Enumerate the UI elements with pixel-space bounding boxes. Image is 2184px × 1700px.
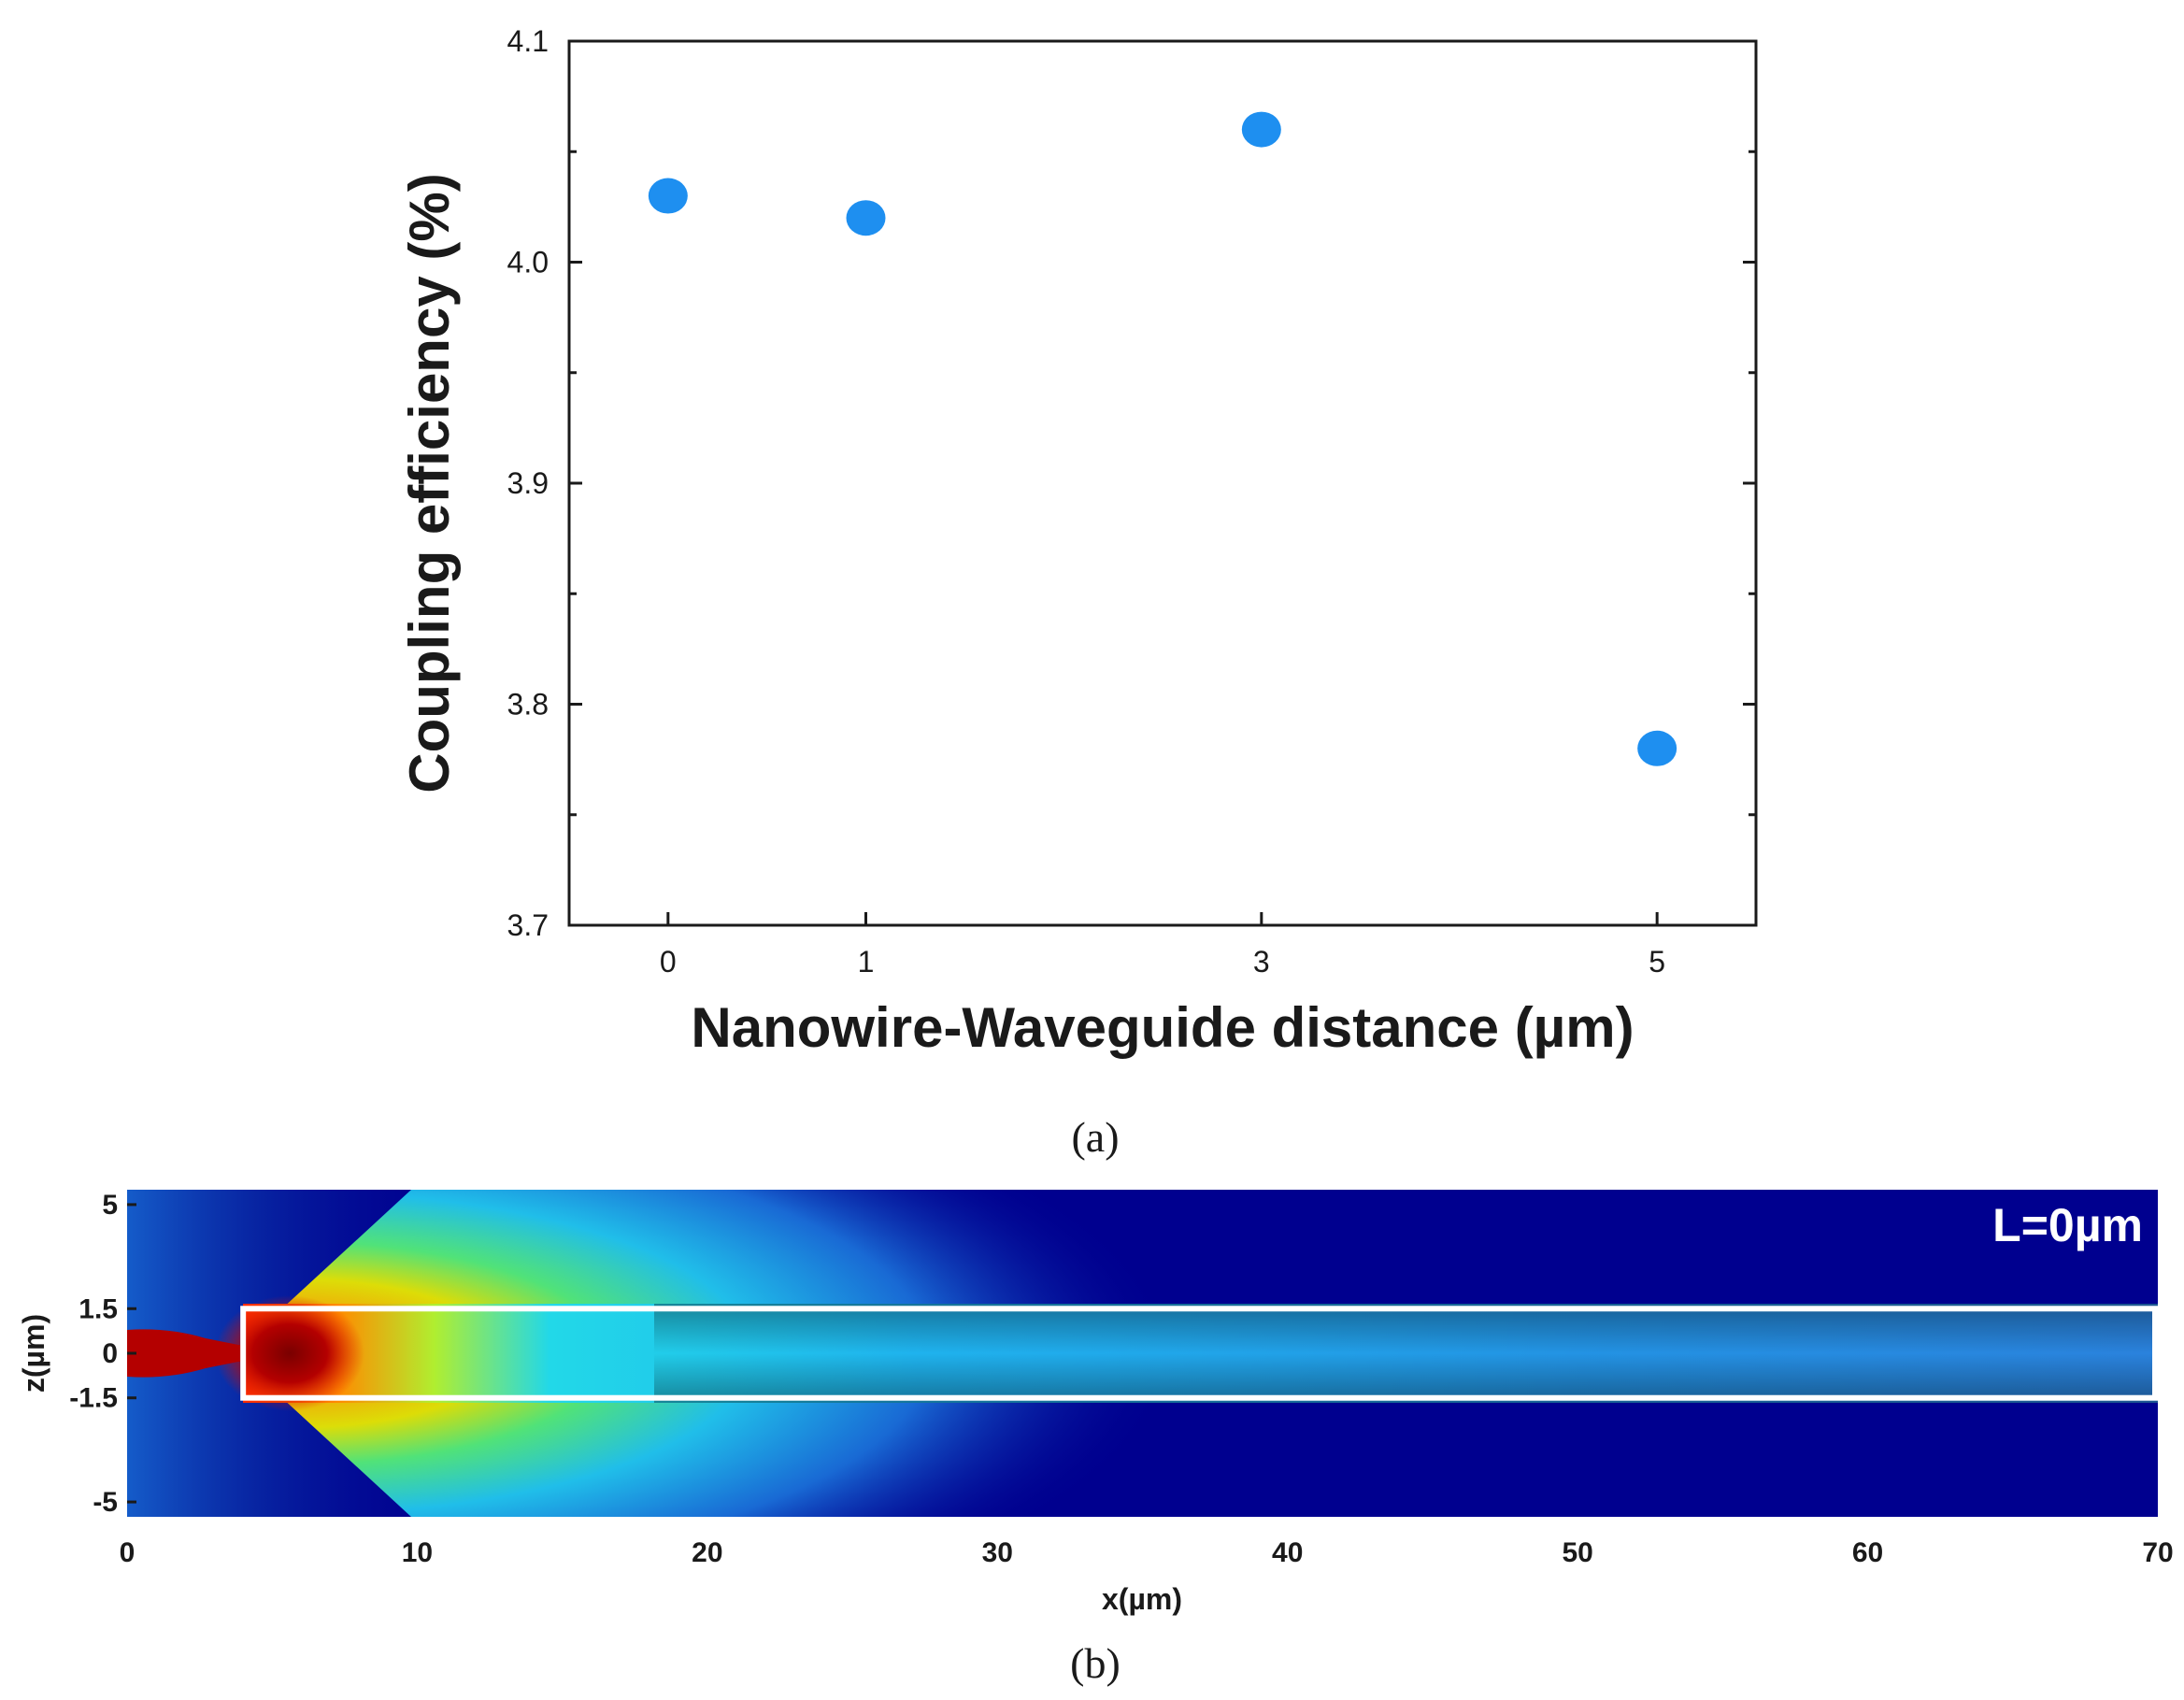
heatmap-x-ticks: 0 10 20 30 40 50 60 70	[120, 1537, 2174, 1568]
heatmap-hotspot	[215, 1295, 364, 1411]
waveguide-outline	[240, 1306, 2159, 1401]
x-tick-label: 5	[1649, 945, 1665, 979]
data-point	[846, 200, 886, 236]
y-axis-title: Coupling efficiency (%)	[398, 173, 461, 793]
heatmap-x-tick-label: 10	[402, 1537, 433, 1568]
heatmap-x-tick-label: 30	[982, 1537, 1013, 1568]
x-tick-label: 3	[1253, 945, 1270, 979]
heatmap-x-tick-label: 40	[1272, 1537, 1303, 1568]
panel-a-scatter-chart: 3.7 3.8 3.9 4.0 4.1 0 1 3 5 Coupling efficiency…	[398, 24, 1758, 1161]
data-point	[1241, 111, 1281, 148]
data-point	[1637, 730, 1677, 766]
y-tick-label: 3.8	[507, 688, 549, 721]
panel-b-field-heatmap: 0 10 20 30 40 50 60 70 51.50-1.5-5 L=0µm x(µm) …	[17, 1190, 2174, 1687]
heatmap-y-ticks: 5 1.5 0 -1.5 -5	[69, 1190, 136, 1518]
x-tick-label: 1	[858, 945, 875, 979]
x-axis-ticks: 0 1 3 5	[660, 912, 1665, 979]
y-axis-ticks: 3.7 3.8 3.9 4.0 4.1	[507, 24, 1756, 942]
heatmap-y-axis-title: z(µm)	[17, 1314, 50, 1393]
heatmap-x-tick-label: 50	[1562, 1537, 1592, 1568]
heatmap-mode-edge-shade	[654, 1304, 2158, 1403]
heatmap-y-tick-label: -1.5	[69, 1383, 118, 1414]
heatmap-x-tick-label: 70	[2142, 1537, 2173, 1568]
heatmap-x-tick-label: 20	[692, 1537, 722, 1568]
heatmap-y-tick-label: -5	[93, 1487, 118, 1518]
data-points	[648, 111, 1677, 766]
y-tick-label: 3.7	[507, 908, 549, 942]
heatmap-x-tick-label: 60	[1852, 1537, 1883, 1568]
x-tick-label: 0	[660, 945, 677, 979]
heatmap-y-tick-label: 5	[102, 1190, 118, 1221]
heatmap-x-axis-title: x(µm)	[1102, 1582, 1182, 1616]
plot-frame	[567, 39, 1758, 927]
x-axis-title: Nanowire-Waveguide distance (µm)	[691, 996, 1634, 1059]
y-tick-label: 4.1	[507, 24, 549, 58]
data-point	[648, 178, 688, 214]
heatmap-x-tick-label: 0	[120, 1537, 136, 1568]
panel-label-a: (a)	[1071, 1113, 1119, 1161]
y-tick-label: 3.9	[507, 466, 549, 500]
heatmap-y-tick-label: 0	[102, 1338, 118, 1369]
heatmap-nanowire-source	[127, 1329, 243, 1378]
panel-label-b: (b)	[1070, 1639, 1121, 1687]
heatmap-y-tick-label: 1.5	[79, 1293, 118, 1324]
y-tick-label: 4.0	[507, 246, 549, 279]
heatmap-annotation: L=0µm	[1992, 1199, 2143, 1251]
